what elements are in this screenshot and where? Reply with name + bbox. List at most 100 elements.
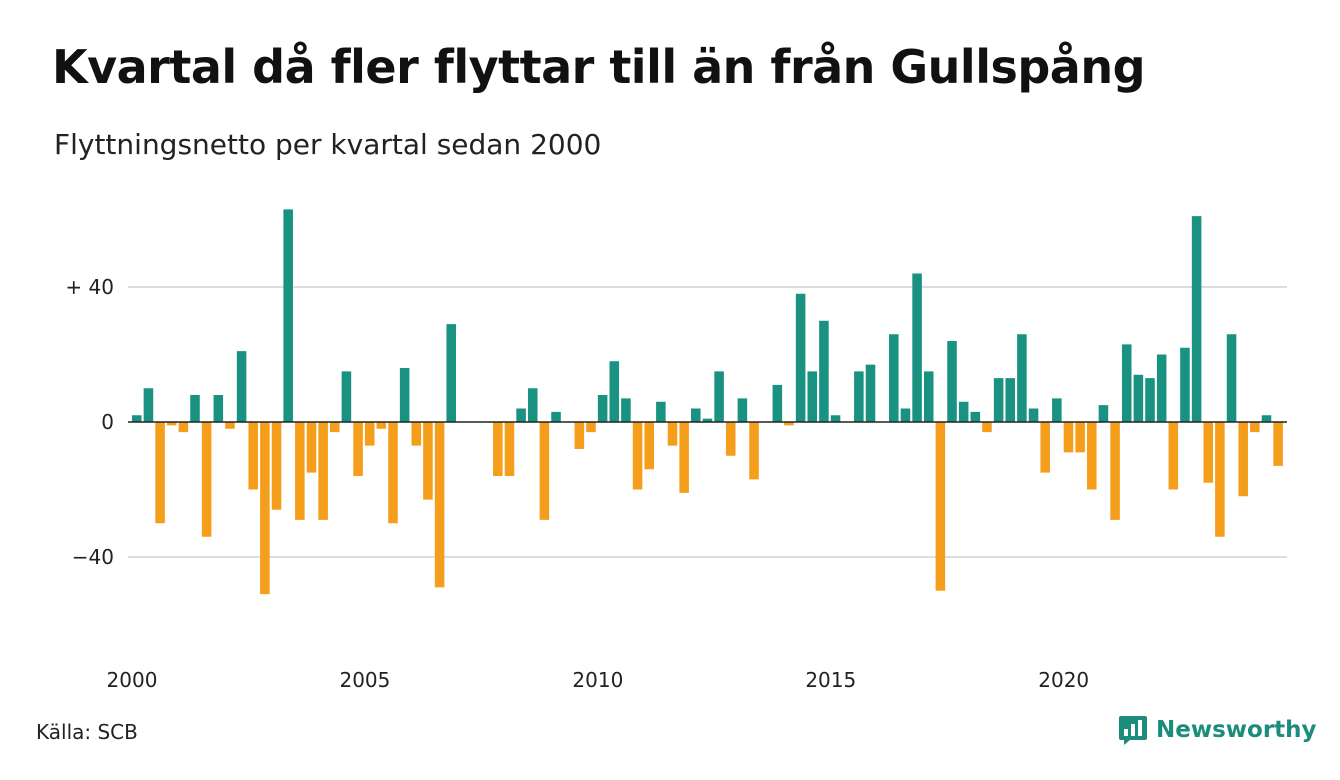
bar-43 xyxy=(632,422,643,490)
bar-27 xyxy=(446,324,456,423)
bar-88 xyxy=(1156,354,1167,422)
x-tick-label-1: 2005 xyxy=(339,668,390,692)
bar-5 xyxy=(190,395,200,422)
bar-2 xyxy=(155,422,165,524)
bar-10 xyxy=(248,422,259,490)
x-tick-label-3: 2015 xyxy=(805,668,856,692)
bar-14 xyxy=(295,422,305,520)
bar-46 xyxy=(667,422,678,446)
bar-74 xyxy=(993,378,1004,423)
bar-89 xyxy=(1168,422,1179,490)
bar-40 xyxy=(597,395,608,422)
x-tick-label-2: 2010 xyxy=(572,668,623,692)
bar-68 xyxy=(923,371,934,423)
bar-38 xyxy=(574,422,585,449)
bar-4 xyxy=(178,422,189,433)
bar-7 xyxy=(213,395,224,422)
bar-11 xyxy=(260,422,270,595)
x-tick-label-4: 2020 xyxy=(1038,668,1089,692)
brand: Newsworthy xyxy=(1118,714,1317,746)
bar-9 xyxy=(236,351,247,423)
bar-16 xyxy=(318,422,328,520)
x-tick-label-0: 2000 xyxy=(107,668,158,692)
bar-17 xyxy=(329,422,340,433)
bar-41 xyxy=(609,361,620,422)
bar-34 xyxy=(527,388,538,422)
bar-32 xyxy=(504,422,515,476)
bar-79 xyxy=(1052,398,1062,423)
y-tick-label-0: + 40 xyxy=(65,275,114,299)
bar-73 xyxy=(982,422,992,433)
bar-77 xyxy=(1028,408,1039,422)
bar-92 xyxy=(1203,422,1214,483)
bar-60 xyxy=(830,415,841,422)
bar-26 xyxy=(434,422,445,588)
bar-50 xyxy=(714,371,724,423)
bar-21 xyxy=(376,422,387,429)
bar-25 xyxy=(423,422,433,500)
bar-95 xyxy=(1238,422,1248,497)
bar-59 xyxy=(819,320,829,422)
bar-62 xyxy=(854,371,864,423)
bars xyxy=(128,209,1287,595)
bar-91 xyxy=(1191,216,1202,423)
bar-70 xyxy=(947,341,957,422)
bar-36 xyxy=(551,411,561,423)
bar-chart: + 40 0 −40 2000 2005 2010 2015 2020 xyxy=(65,209,1287,692)
source-note: Källa: SCB xyxy=(36,720,138,744)
chart-subtitle: Flyttningsnetto per kvartal sedan 2000 xyxy=(54,128,602,161)
bar-57 xyxy=(795,293,806,422)
bar-19 xyxy=(353,422,363,476)
bar-18 xyxy=(341,371,352,423)
bar-35 xyxy=(539,422,550,520)
bar-93 xyxy=(1215,422,1225,537)
bar-53 xyxy=(749,422,759,480)
bar-58 xyxy=(807,371,818,423)
bar-24 xyxy=(411,422,422,446)
bar-66 xyxy=(900,408,911,422)
y-tick-label-1: 0 xyxy=(101,410,114,434)
bar-49 xyxy=(702,418,713,423)
bar-44 xyxy=(644,422,654,470)
bar-45 xyxy=(656,401,666,422)
bar-31 xyxy=(493,422,503,476)
y-tick-label-2: −40 xyxy=(72,545,114,569)
bar-76 xyxy=(1017,334,1027,422)
bar-42 xyxy=(621,398,631,423)
bar-0 xyxy=(132,415,142,422)
bar-96 xyxy=(1250,422,1260,433)
bar-1 xyxy=(143,388,154,422)
bar-51 xyxy=(725,422,736,456)
bar-33 xyxy=(516,408,526,422)
bar-52 xyxy=(737,398,748,423)
bar-82 xyxy=(1087,422,1097,490)
bar-86 xyxy=(1133,374,1144,422)
bar-56 xyxy=(784,422,794,426)
gridlines xyxy=(128,286,1287,558)
bar-39 xyxy=(586,422,596,433)
bar-80 xyxy=(1063,422,1074,453)
bar-69 xyxy=(935,422,946,591)
bar-63 xyxy=(865,364,876,423)
y-axis-ticks: + 40 0 −40 xyxy=(65,275,114,569)
bar-3 xyxy=(166,422,177,426)
bar-6 xyxy=(201,422,212,537)
bar-90 xyxy=(1180,347,1190,422)
x-axis-ticks: 2000 2005 2010 2015 2020 xyxy=(107,668,1090,692)
bar-23 xyxy=(399,368,410,422)
bar-97 xyxy=(1261,415,1272,422)
bar-15 xyxy=(306,422,317,473)
bar-85 xyxy=(1121,344,1132,423)
bar-75 xyxy=(1005,378,1016,423)
bar-72 xyxy=(970,411,981,423)
bar-78 xyxy=(1040,422,1050,473)
bar-98 xyxy=(1273,422,1283,466)
bar-94 xyxy=(1226,334,1237,422)
chart-title: Kvartal då fler flyttar till än från Gul… xyxy=(52,40,1146,94)
bar-81 xyxy=(1075,422,1085,453)
brand-name: Newsworthy xyxy=(1156,717,1317,743)
bar-8 xyxy=(225,422,235,429)
bar-12 xyxy=(271,422,282,510)
bar-22 xyxy=(388,422,398,524)
bar-84 xyxy=(1110,422,1120,520)
